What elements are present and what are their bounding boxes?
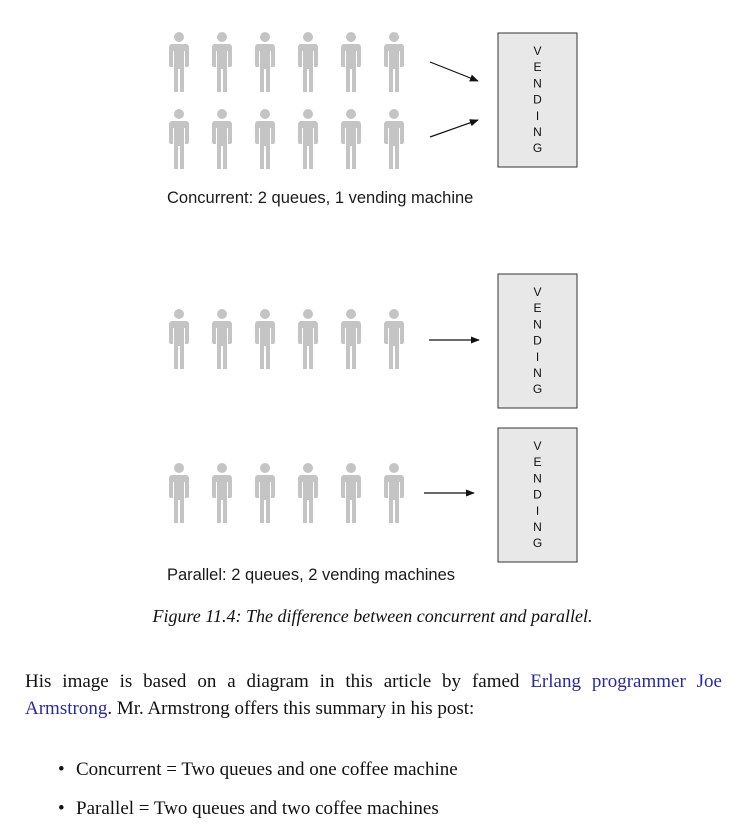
queue-row [169,463,404,523]
list-item-text: Concurrent = Two queues and one coffee m… [76,759,458,780]
person-silhouette-icon [212,32,232,92]
vending-letter: E [533,301,541,315]
person-silhouette-icon [255,32,275,92]
person-silhouette-icon [298,109,318,169]
bullet-icon: • [58,798,65,819]
vending-letter: V [533,439,541,453]
person-silhouette-icon [384,109,404,169]
parallel-label: Parallel: 2 queues, 2 vending machines [167,566,455,584]
person-silhouette-icon [341,309,361,369]
vending-letter: E [533,60,541,74]
arrow-icon [429,61,479,82]
vending-letter: N [533,366,542,380]
vending-machine-box [497,32,578,168]
summary-list: • Concurrent = Two queues and one coffee … [58,756,458,834]
person-silhouette-icon [169,32,189,92]
vending-letter: N [533,520,542,534]
vending-letter: D [533,334,542,348]
vending-letter: G [533,141,542,155]
person-silhouette-icon [341,109,361,169]
person-silhouette-icon [169,109,189,169]
vending-letter: D [533,93,542,107]
person-silhouette-icon [384,309,404,369]
paragraph-text-before: His image is based on a diagram in this … [25,671,531,692]
person-silhouette-icon [298,463,318,523]
person-silhouette-icon [169,463,189,523]
person-silhouette-icon [255,309,275,369]
vending-letter: D [533,488,542,502]
queue-row [169,309,404,369]
person-silhouette-icon [341,463,361,523]
person-silhouette-icon [298,309,318,369]
person-silhouette-icon [298,32,318,92]
vending-machine-box [497,427,578,563]
vending-letter: I [536,350,539,364]
vending-letter: E [533,455,541,469]
concurrent-label: Concurrent: 2 queues, 1 vending machine [167,189,473,207]
queue-row [169,32,404,92]
queue-row [169,109,404,169]
vending-letter: V [533,44,541,58]
person-silhouette-icon [212,463,232,523]
list-item-parallel: • Parallel = Two queues and two coffee ma… [58,795,458,834]
person-silhouette-icon [341,32,361,92]
vending-letter: I [536,109,539,123]
list-item-text: Parallel = Two queues and two coffee mac… [76,798,439,819]
bullet-icon: • [58,759,65,780]
person-silhouette-icon [255,463,275,523]
vending-letter: G [533,536,542,550]
vending-letter: V [533,285,541,299]
person-silhouette-icon [212,109,232,169]
vending-letter: N [533,317,542,331]
person-silhouette-icon [169,309,189,369]
person-silhouette-icon [212,309,232,369]
person-silhouette-icon [255,109,275,169]
vending-letter: N [533,76,542,90]
queue-arrows [424,61,480,497]
vending-machine-box [497,273,578,409]
vending-letter: N [533,471,542,485]
list-item-concurrent: • Concurrent = Two queues and one coffee … [58,756,458,795]
arrow-icon [429,119,479,138]
body-paragraph: His image is based on a diagram in this … [25,668,722,722]
armstrong-article-link[interactable]: Erlang programmer Joe Armstrong [25,671,722,719]
paragraph-text-after: . Mr. Armstrong offers this summary in h… [107,698,475,719]
person-silhouette-icon [384,463,404,523]
person-silhouette-icon [384,32,404,92]
figure-caption: Figure 11.4: The difference between conc… [152,606,593,626]
vending-letter: I [536,504,539,518]
vending-letter: G [533,382,542,396]
vending-letter: N [533,125,542,139]
people-queues [169,32,404,523]
